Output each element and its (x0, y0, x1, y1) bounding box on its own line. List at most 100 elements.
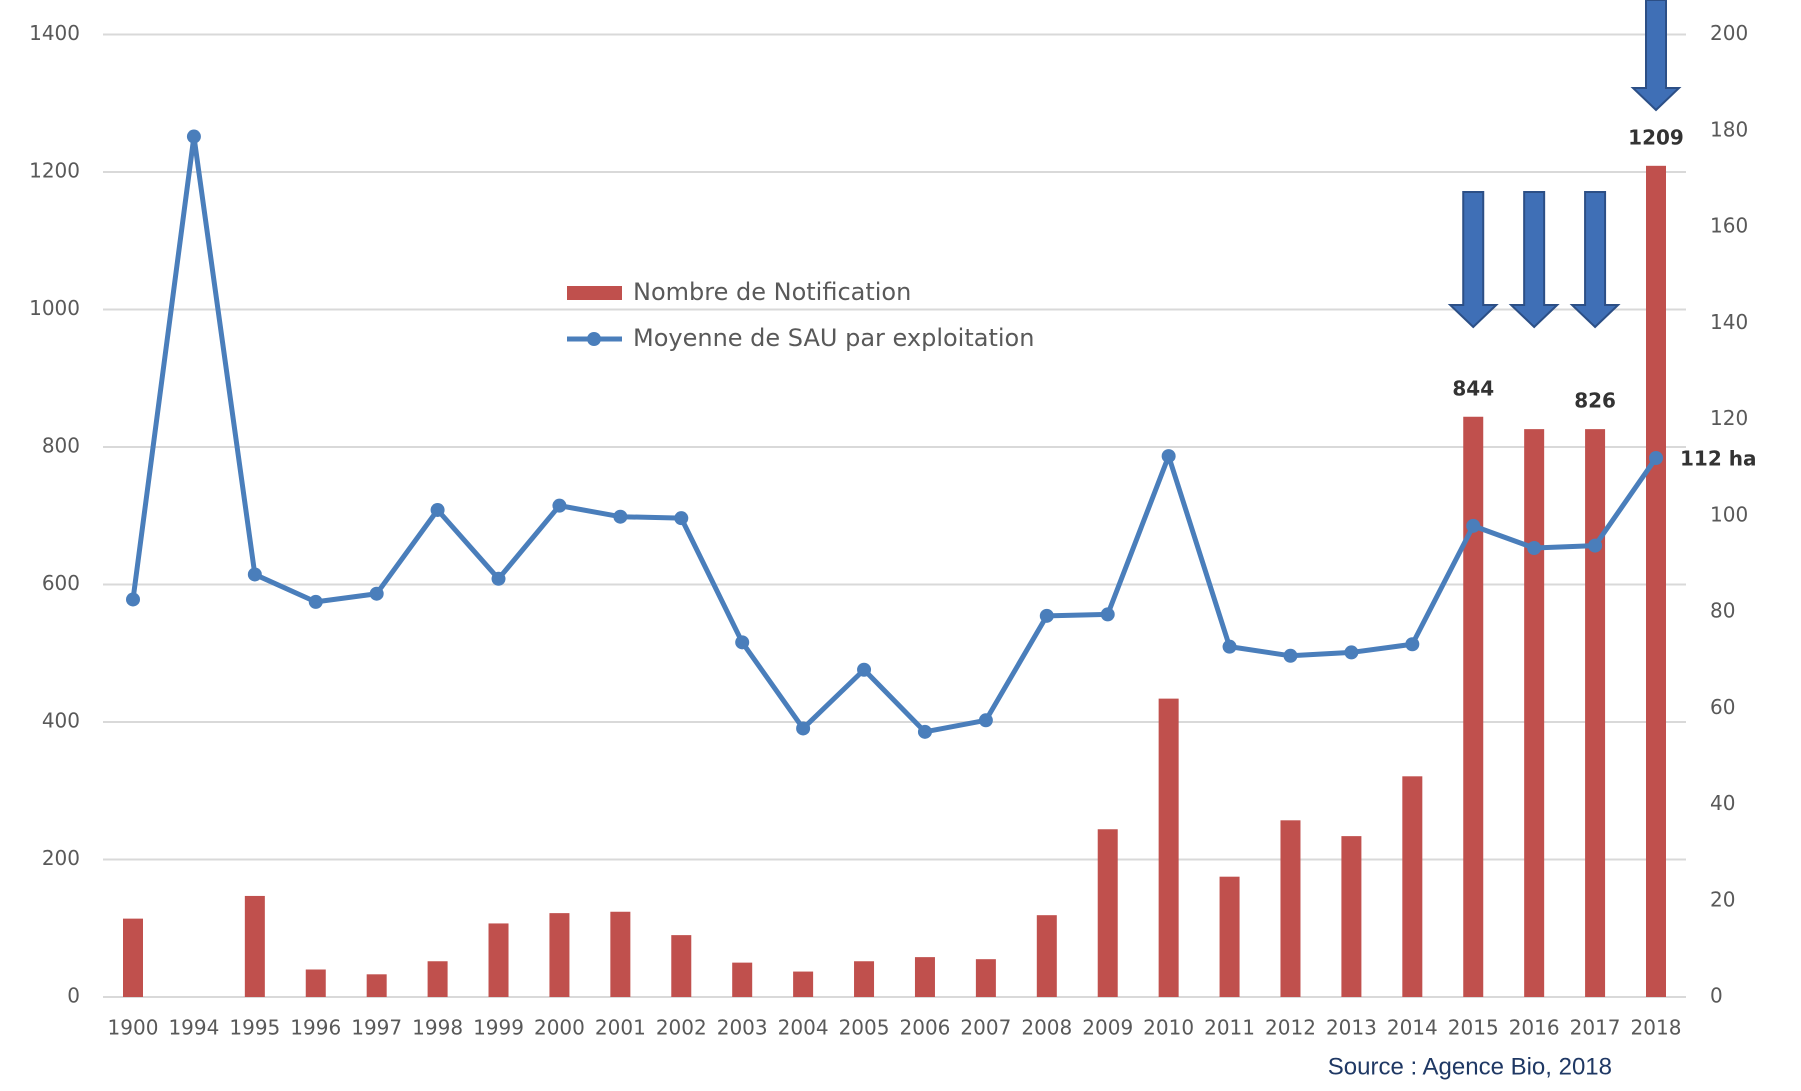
bar (975, 959, 996, 997)
y2-tick-label: 60 (1710, 695, 1735, 719)
y2-tick-label: 140 (1710, 310, 1748, 334)
x-tick-label: 2017 (1570, 1016, 1621, 1040)
y2-tick-label: 80 (1710, 599, 1735, 623)
line-point (857, 662, 872, 677)
line-point (247, 567, 262, 582)
legend-swatch (567, 286, 622, 300)
arrow (1508, 191, 1560, 329)
y2-tick-label: 160 (1710, 214, 1748, 238)
line-point (430, 502, 445, 517)
bar (1463, 416, 1484, 997)
y-tick-label: 1200 (29, 159, 80, 183)
x-tick-label: 2001 (595, 1016, 646, 1040)
x-tick-label: 2011 (1204, 1016, 1255, 1040)
x-tick-label: 1996 (290, 1016, 341, 1040)
bar (1036, 915, 1057, 997)
bar (1280, 820, 1301, 997)
bar (1097, 829, 1118, 997)
bar (854, 961, 875, 997)
y-tick-label: 200 (42, 846, 80, 870)
x-tick-label: 2014 (1387, 1016, 1438, 1040)
y2-tick-label: 0 (1710, 984, 1723, 1008)
line-point (613, 509, 628, 524)
x-tick-label: 1995 (229, 1016, 280, 1040)
source: Source : Agence Bio, 2018 (1328, 1053, 1612, 1080)
arrow (1447, 191, 1499, 329)
y-tick-label: 1000 (29, 296, 80, 320)
y2-tick-label: 40 (1710, 791, 1735, 815)
legend-label: Moyenne de SAU par exploitation (633, 324, 1034, 352)
line-point (1100, 607, 1115, 622)
x-tick-label: 2018 (1631, 1016, 1682, 1040)
bar (793, 971, 814, 997)
x-tick-label: 2006 (900, 1016, 951, 1040)
legend-label: Nombre de Notification (633, 278, 911, 306)
x-tick-label: 1997 (351, 1016, 402, 1040)
x-tick-label: 1994 (168, 1016, 219, 1040)
arrow (1569, 191, 1621, 329)
x-tick-label: 2013 (1326, 1016, 1377, 1040)
line-point (1039, 608, 1054, 623)
line-point (1344, 645, 1359, 660)
bar (1646, 165, 1666, 997)
line-point (1588, 538, 1603, 553)
x-tick-label: 2012 (1265, 1016, 1316, 1040)
line (130, 134, 1659, 735)
bar (123, 918, 143, 997)
bar (1341, 836, 1362, 997)
bar (244, 895, 265, 997)
line-point (308, 594, 323, 609)
bar (366, 974, 387, 997)
line-point (1283, 648, 1298, 663)
y-tick-label: 400 (42, 709, 80, 733)
y-tick-label: 0 (67, 984, 80, 1008)
bar (1585, 429, 1606, 997)
line-point (1405, 637, 1420, 652)
line-point (1222, 639, 1237, 654)
legend-swatch (587, 332, 601, 346)
data-label: 826 (1574, 389, 1616, 413)
x-tick-label: 2003 (717, 1016, 768, 1040)
line-point (1161, 449, 1176, 464)
bar (305, 969, 326, 997)
line-point (186, 129, 201, 144)
data-label: 844 (1452, 376, 1494, 400)
x-tick-label: 2002 (656, 1016, 707, 1040)
bar (549, 913, 570, 997)
x-tick-label: 2007 (960, 1016, 1011, 1040)
y2-tick-label: 100 (1710, 502, 1748, 526)
x-tick-label: 2009 (1082, 1016, 1133, 1040)
bar (488, 923, 509, 997)
line-point (552, 498, 567, 513)
line-point (126, 592, 140, 607)
y-tick-label: 600 (42, 571, 80, 595)
line-point (735, 635, 750, 650)
line-point (674, 511, 689, 526)
x-tick-label: 2010 (1143, 1016, 1194, 1040)
bar (427, 961, 448, 997)
line-point (917, 724, 932, 739)
bar (1524, 429, 1545, 997)
x-tick-label: 1900 (108, 1016, 159, 1040)
line-point (491, 571, 506, 586)
y-tick-label: 800 (42, 434, 80, 458)
x-tick-label: 2008 (1021, 1016, 1072, 1040)
x-tick-label: 2004 (778, 1016, 829, 1040)
x-tick-label: 2016 (1509, 1016, 1560, 1040)
y2-tick-label: 120 (1710, 406, 1748, 430)
bar (671, 935, 692, 997)
x-tick-label: 2005 (839, 1016, 890, 1040)
x-tick-label: 1998 (412, 1016, 463, 1040)
y2-tick-label: 180 (1710, 117, 1748, 141)
bar (732, 962, 753, 997)
line-point (1466, 518, 1481, 533)
data-label: 112 ha (1680, 447, 1756, 471)
bar (914, 957, 935, 997)
y-tick-label: 1400 (29, 21, 80, 45)
bar (1158, 698, 1179, 997)
bar (610, 911, 631, 997)
x-tick-label: 1999 (473, 1016, 524, 1040)
bar (1402, 776, 1423, 997)
